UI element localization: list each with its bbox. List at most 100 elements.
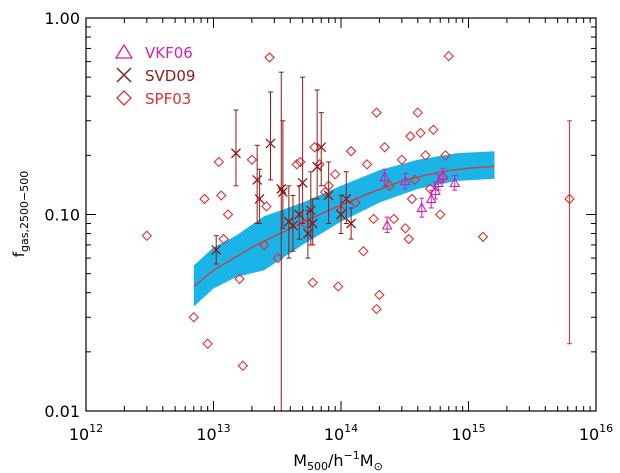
x-tick-label-base: 10 (324, 425, 344, 444)
spf03-point (477, 231, 489, 243)
spf03-point (420, 150, 431, 161)
spf03-point (234, 273, 245, 285)
svd09-point-errorbar (343, 171, 349, 224)
spf03-point (409, 174, 421, 186)
svd09-point (254, 193, 265, 204)
spf03-point (371, 107, 382, 118)
spf03-point (403, 233, 415, 245)
svd09-point (316, 142, 327, 153)
spf03-point (443, 50, 455, 62)
x-tick-label: 1012 (69, 422, 103, 444)
x-axis-label: M500/h−1M⊙ (293, 449, 383, 473)
legend-spf03-label: SPF03 (145, 90, 191, 108)
svd09-point (341, 193, 352, 204)
spf03-point (412, 107, 424, 118)
svd09-point-errorbar (310, 198, 316, 246)
vkf06-point-errorbar (435, 173, 441, 191)
svd09-point-errorbar (280, 120, 286, 229)
spf03-point (199, 193, 210, 205)
spf03-point (406, 193, 418, 205)
spf03-point (295, 156, 306, 168)
vkf06-point-errorbar (432, 181, 438, 200)
spf03-point (215, 190, 227, 201)
svd09-point (346, 218, 357, 229)
x-tick-label: 1016 (579, 422, 613, 444)
spf03-point (564, 193, 575, 205)
spf03-point (202, 338, 213, 349)
svd09-point (211, 245, 222, 255)
vkf06-point (437, 169, 449, 180)
spf03-point (261, 201, 272, 212)
spf03-point (188, 311, 200, 323)
x-tick-label-exponent: 14 (344, 422, 358, 435)
legend-vkf06-marker (114, 43, 134, 59)
spf03-point (388, 213, 400, 225)
legend-svd09-label: SVD09 (145, 67, 195, 85)
svd09-point (323, 190, 334, 201)
svd09-point-errorbar (300, 76, 306, 224)
x-tick-label-exponent: 16 (599, 422, 613, 435)
spf03-point (332, 281, 344, 292)
x-tick-label-exponent: 15 (472, 422, 486, 435)
svd09-point-errorbar (314, 89, 320, 200)
spf03-point (405, 131, 416, 142)
svd09-point-errorbar (257, 168, 263, 224)
svd09-point (252, 174, 263, 185)
spf03-point (379, 141, 390, 153)
scatter-band (193, 151, 495, 307)
spf03-point (258, 239, 270, 251)
svd09-point (336, 209, 346, 220)
spf03-point (264, 52, 275, 63)
x-tick-label-base: 10 (69, 425, 89, 444)
vkf06-point-errorbar (384, 216, 390, 233)
x-tick-label: 1013 (196, 422, 230, 444)
svd09-point (305, 205, 316, 216)
legend-vkf06-label: VKF06 (145, 44, 193, 62)
vkf06-point (416, 202, 428, 213)
spf03-point (374, 289, 385, 301)
svd09-point-errorbar (254, 144, 260, 224)
svd09-point-errorbar (290, 194, 296, 252)
spf03-point (434, 209, 446, 220)
spf03-point (368, 213, 379, 225)
spf03-point (350, 197, 361, 208)
spf03-point (237, 360, 249, 371)
vkf06-point (379, 171, 391, 182)
spf03-point (428, 124, 439, 136)
x-tick-label: 1015 (451, 422, 485, 444)
x-tick-label-base: 10 (451, 425, 471, 444)
spf03-point (319, 186, 331, 198)
svd09-point (277, 187, 288, 198)
x-tick-label-base: 10 (579, 425, 599, 444)
svd09-point (297, 177, 308, 188)
y-tick-label: 1.00 (44, 9, 80, 28)
spf03-point (218, 233, 229, 245)
spf03-point (440, 150, 451, 161)
svd09-point (265, 138, 276, 149)
y-tick-label: 0.10 (44, 206, 80, 225)
svd09-point-errorbar (318, 112, 324, 187)
spf03-point (361, 159, 373, 170)
vkf06-point-errorbar (419, 197, 425, 218)
svd09-point (230, 148, 241, 159)
svd09-point-errorbar (268, 91, 274, 181)
spf03-point (345, 145, 357, 157)
spf03-point (371, 303, 382, 315)
spf03-point (358, 245, 369, 257)
legend-svd09-marker (116, 67, 132, 83)
svd09-point (312, 161, 323, 172)
x-tick-label-base: 10 (196, 425, 216, 444)
spf03-point (400, 223, 411, 234)
spf03-point (141, 230, 153, 241)
svd09-point-errorbar (278, 71, 284, 411)
spf03-point (246, 154, 258, 166)
spf03-point-errorbar (567, 120, 573, 345)
spf03-point (307, 277, 318, 288)
y-axis-label: fgas,2500−500 (10, 171, 31, 257)
spf03-point (329, 169, 341, 180)
vkf06-point (449, 177, 461, 187)
spf03-point (424, 183, 436, 195)
spf03-point (213, 156, 225, 168)
